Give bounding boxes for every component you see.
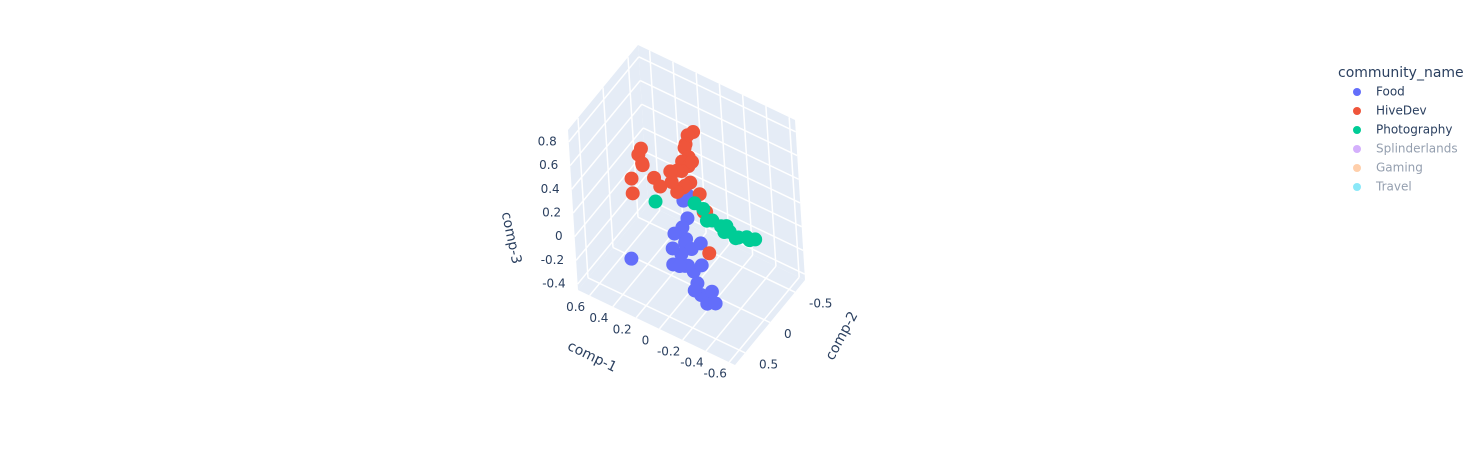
grid-line: [602, 87, 614, 248]
point: [694, 258, 709, 273]
z-tick-label: -0.2: [541, 253, 564, 267]
point: [693, 236, 708, 251]
legend-marker: [1353, 107, 1361, 115]
legend-label: Gaming: [1376, 161, 1423, 175]
point: [665, 241, 680, 256]
point: [708, 296, 723, 311]
legend-label: Travel: [1375, 180, 1412, 194]
point: [625, 186, 640, 201]
legend-item[interactable]: Food: [1353, 85, 1405, 99]
x-tick-label: 0.2: [613, 322, 632, 336]
point: [699, 213, 714, 228]
z-axis-title: comp-3: [498, 211, 525, 266]
legend-marker: [1353, 126, 1361, 134]
legend-label: Food: [1376, 85, 1405, 99]
grid-line: [741, 94, 754, 256]
legend-item[interactable]: HiveDev: [1353, 104, 1427, 118]
grid-line: [639, 79, 798, 157]
scene: -0.6-0.4-0.200.20.40.6 -0.500.5-0.4-0.200…: [538, 45, 832, 381]
point: [685, 154, 699, 169]
y-axis-title: comp-2: [823, 309, 862, 363]
grid-line: [638, 56, 797, 133]
point: [728, 231, 743, 246]
point: [648, 194, 663, 209]
legend-marker: [1353, 164, 1361, 172]
y-tick-label: 0: [784, 327, 792, 341]
x-tick-label: -0.4: [680, 356, 703, 370]
point: [687, 283, 702, 298]
grid-line: [574, 151, 646, 238]
grid-line: [569, 80, 641, 167]
point: [635, 156, 650, 171]
z-tick-label: 0.6: [539, 158, 558, 172]
grid-line: [765, 106, 777, 267]
point: [624, 171, 639, 186]
x-tick-label: -0.2: [657, 345, 680, 359]
legend-marker: [1353, 145, 1361, 153]
z-tick-label: 0.4: [541, 182, 560, 196]
grid-line: [718, 83, 731, 244]
z-tick-label: -0.4: [542, 277, 565, 291]
point: [667, 226, 682, 241]
legend-label: HiveDev: [1376, 104, 1427, 118]
legend: Food HiveDev Photography Splinderlands Gamin…: [1353, 85, 1458, 194]
point: [672, 259, 687, 274]
y-tick-label: 0.5: [759, 357, 778, 371]
point: [702, 246, 717, 261]
point: [663, 164, 678, 179]
z-tick-label: 0.2: [542, 205, 561, 219]
legend-item[interactable]: Photography: [1353, 123, 1452, 137]
grid-line: [577, 117, 589, 278]
x-axis-title: comp-1: [565, 338, 619, 376]
grid-line: [641, 103, 800, 180]
point: [687, 196, 702, 211]
grid-line: [644, 150, 802, 228]
legend-title: community_name: [1338, 65, 1464, 81]
point: [624, 251, 639, 266]
legend-item[interactable]: Splinderlands: [1353, 142, 1458, 156]
point: [719, 219, 734, 234]
grid-line: [642, 127, 801, 204]
x-tick-label: 0: [642, 333, 650, 347]
point: [704, 284, 719, 299]
legend-label: Splinderlands: [1376, 142, 1458, 156]
legend-marker: [1353, 88, 1361, 96]
point: [748, 232, 763, 247]
point: [653, 179, 668, 194]
grid-line: [571, 103, 643, 190]
grid-line: [577, 198, 649, 285]
y-tick-label: -0.5: [809, 297, 832, 311]
legend-item[interactable]: Gaming: [1353, 161, 1423, 175]
grid-line: [788, 117, 800, 278]
point: [664, 175, 679, 190]
x-tick-label: 0.4: [589, 311, 608, 325]
grid-line: [572, 127, 644, 214]
legend-item[interactable]: Travel: [1353, 180, 1412, 194]
legend-marker: [1353, 183, 1361, 191]
x-tick-label: -0.6: [703, 367, 726, 381]
side-wall: [638, 45, 805, 280]
grid-line: [568, 56, 640, 143]
grid-line: [587, 277, 746, 354]
z-tick-label: 0: [555, 229, 563, 243]
z-tick-label: 0.8: [538, 134, 557, 148]
legend-label: Photography: [1376, 123, 1452, 137]
grid-line: [637, 216, 796, 293]
x-tick-label: 0.6: [566, 300, 585, 314]
